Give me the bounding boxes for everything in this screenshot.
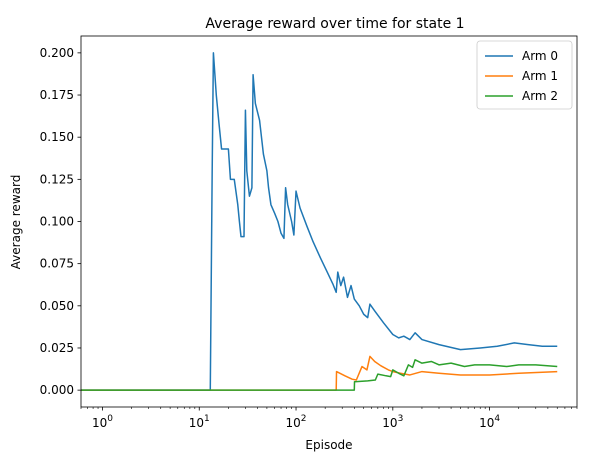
legend-label-arm-2: Arm 2 [522, 89, 558, 103]
plot-area [81, 52, 558, 391]
y-tick-label: 0.100 [40, 215, 74, 229]
x-axis-label: Episode [305, 438, 352, 452]
x-tick-label: 103 [382, 414, 403, 430]
y-tick-label: 0.150 [40, 130, 74, 144]
y-tick-label: 0.075 [40, 257, 74, 271]
series-line-arm-0 [81, 52, 558, 391]
x-axis: 100 101 102 103 104 [80, 407, 578, 430]
y-axis-label: Average reward [9, 175, 23, 270]
y-tick-label: 0.200 [40, 46, 74, 60]
series-line-arm-1 [81, 355, 558, 391]
y-tick-label: 0.125 [40, 172, 74, 186]
series-line-arm-2 [81, 359, 558, 391]
x-tick-label: 102 [286, 414, 307, 430]
y-tick-label: 0.025 [40, 341, 74, 355]
legend-box [476, 40, 573, 110]
x-tick-label: 104 [479, 414, 500, 430]
y-tick-label: 0.000 [40, 383, 74, 397]
y-axis: 0.000 0.025 0.050 0.075 0.100 0.125 0.150 0.175… [40, 46, 81, 397]
legend-label-arm-0: Arm 0 [522, 49, 558, 63]
x-tick-label: 100 [92, 414, 113, 430]
y-tick-label: 0.175 [40, 88, 74, 102]
y-tick-label: 0.050 [40, 299, 74, 313]
chart-title: Average reward over time for state 1 [205, 16, 464, 32]
legend: Arm 0 Arm 1 Arm 2 [476, 40, 573, 110]
legend-label-arm-1: Arm 1 [522, 69, 558, 83]
x-tick-label: 101 [189, 414, 210, 430]
